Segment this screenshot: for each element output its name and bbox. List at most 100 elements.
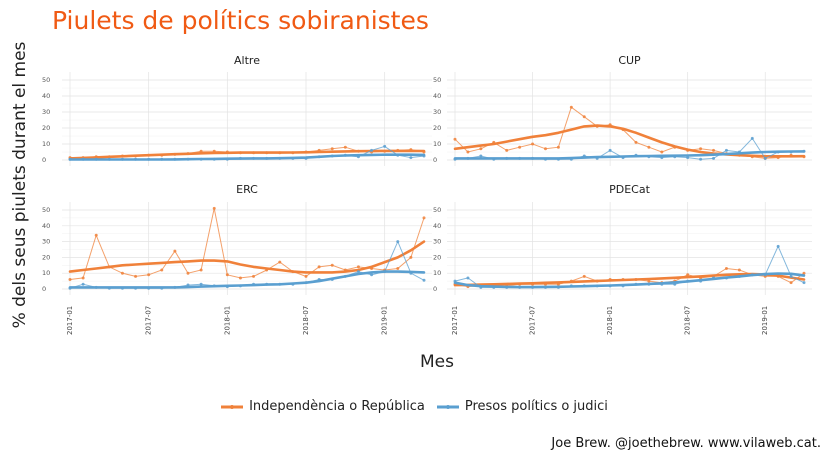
y-tick-label: 30 (42, 108, 50, 116)
y-tick-label: 30 (42, 238, 50, 246)
y-tick-label: 50 (42, 76, 50, 84)
facet-title-erc: ERC (236, 183, 258, 196)
trend-line-cup-0 (453, 124, 806, 158)
data-point (356, 270, 360, 274)
y-tick-label: 0 (433, 285, 437, 293)
data-point (699, 147, 703, 151)
data-point (383, 144, 387, 148)
data-point (453, 137, 457, 141)
data-point (724, 266, 728, 270)
data-point (582, 115, 586, 119)
data-point (81, 282, 85, 286)
y-tick-label: 40 (433, 92, 441, 100)
trend-line-erc-0 (68, 240, 426, 274)
data-point (422, 278, 426, 282)
x-tick-label: 2018-07 (302, 306, 310, 335)
x-tick-label: 2018-01 (606, 306, 614, 335)
y-tick-label: 20 (433, 124, 441, 132)
data-point (120, 271, 124, 275)
data-point (343, 145, 347, 149)
data-point (199, 268, 203, 272)
data-point (147, 273, 151, 277)
y-tick-label: 20 (42, 124, 50, 132)
legend: Independència o República Presos polític… (0, 399, 829, 414)
data-point (724, 148, 728, 152)
data-point (789, 281, 793, 285)
data-point (422, 216, 426, 220)
data-point (370, 148, 374, 152)
trend-line-pdecat-1 (453, 272, 806, 289)
y-tick-label: 10 (433, 140, 441, 148)
data-point (212, 206, 216, 210)
y-tick-label: 50 (42, 206, 50, 214)
data-point (543, 147, 547, 151)
data-point (466, 150, 470, 154)
x-tick-label: 2018-07 (684, 306, 692, 335)
data-point (531, 142, 535, 146)
trend-line-altre-0 (68, 149, 426, 160)
legend-key-orange (221, 404, 244, 409)
data-point (186, 271, 190, 275)
data-point (252, 274, 256, 278)
y-tick-label: 20 (42, 253, 50, 261)
data-point (763, 156, 767, 160)
caption: Joe Brew. @joethebrew. www.vilaweb.cat. (551, 436, 821, 451)
data-point (278, 260, 282, 264)
data-point (802, 281, 806, 285)
legend-item-presos: Presos polítics o judici (436, 399, 608, 414)
x-tick-label: 2017-01 (66, 306, 74, 335)
data-point (94, 233, 98, 237)
data-point (479, 147, 483, 151)
y-tick-label: 30 (433, 238, 441, 246)
legend-label-presos: Presos polítics o judici (464, 399, 608, 414)
x-tick-label: 2019-01 (761, 306, 769, 335)
trend-line-erc-1 (68, 270, 426, 289)
trend-line-cup-1 (453, 150, 806, 160)
data-point (225, 273, 229, 277)
data-point (356, 265, 360, 269)
legend-key-blue (436, 404, 459, 409)
data-point (199, 282, 203, 286)
data-point (134, 274, 138, 278)
data-point (556, 145, 560, 149)
data-point (173, 249, 177, 253)
x-tick-label: 2017-01 (451, 306, 459, 335)
data-point (660, 150, 664, 154)
y-tick-label: 20 (433, 253, 441, 261)
data-point (396, 240, 400, 244)
data-point (409, 156, 413, 160)
data-point (505, 148, 509, 152)
data-point (330, 147, 334, 151)
y-tick-label: 40 (433, 222, 441, 230)
legend-label-independencia: Independència o República (249, 399, 425, 414)
data-point (776, 244, 780, 248)
data-point (317, 265, 321, 269)
data-point (647, 145, 651, 149)
y-tick-label: 40 (42, 92, 50, 100)
data-point (396, 266, 400, 270)
y-tick-label: 40 (42, 222, 50, 230)
data-point (789, 274, 793, 278)
facet-title-cup: CUP (618, 54, 641, 67)
data-point (81, 276, 85, 280)
y-tick-label: 0 (433, 156, 437, 164)
data-point (582, 274, 586, 278)
page-title: Piulets de polítics sobiranistes (52, 6, 429, 35)
data-point (409, 255, 413, 259)
legend-item-independencia: Independència o República (221, 399, 425, 414)
data-point (686, 273, 690, 277)
data-point (712, 156, 716, 160)
data-point (608, 148, 612, 152)
data-point (370, 273, 374, 277)
data-point (160, 268, 164, 272)
x-tick-label: 2019-01 (381, 306, 389, 335)
x-tick-label: 2017-07 (529, 306, 537, 335)
y-tick-label: 50 (433, 76, 441, 84)
data-point (330, 263, 334, 267)
data-point (68, 278, 72, 282)
data-point (699, 157, 703, 161)
data-point (634, 140, 638, 144)
x-tick-label: 2017-07 (145, 306, 153, 335)
trend-line-pdecat-0 (453, 272, 806, 287)
data-point (569, 105, 573, 109)
